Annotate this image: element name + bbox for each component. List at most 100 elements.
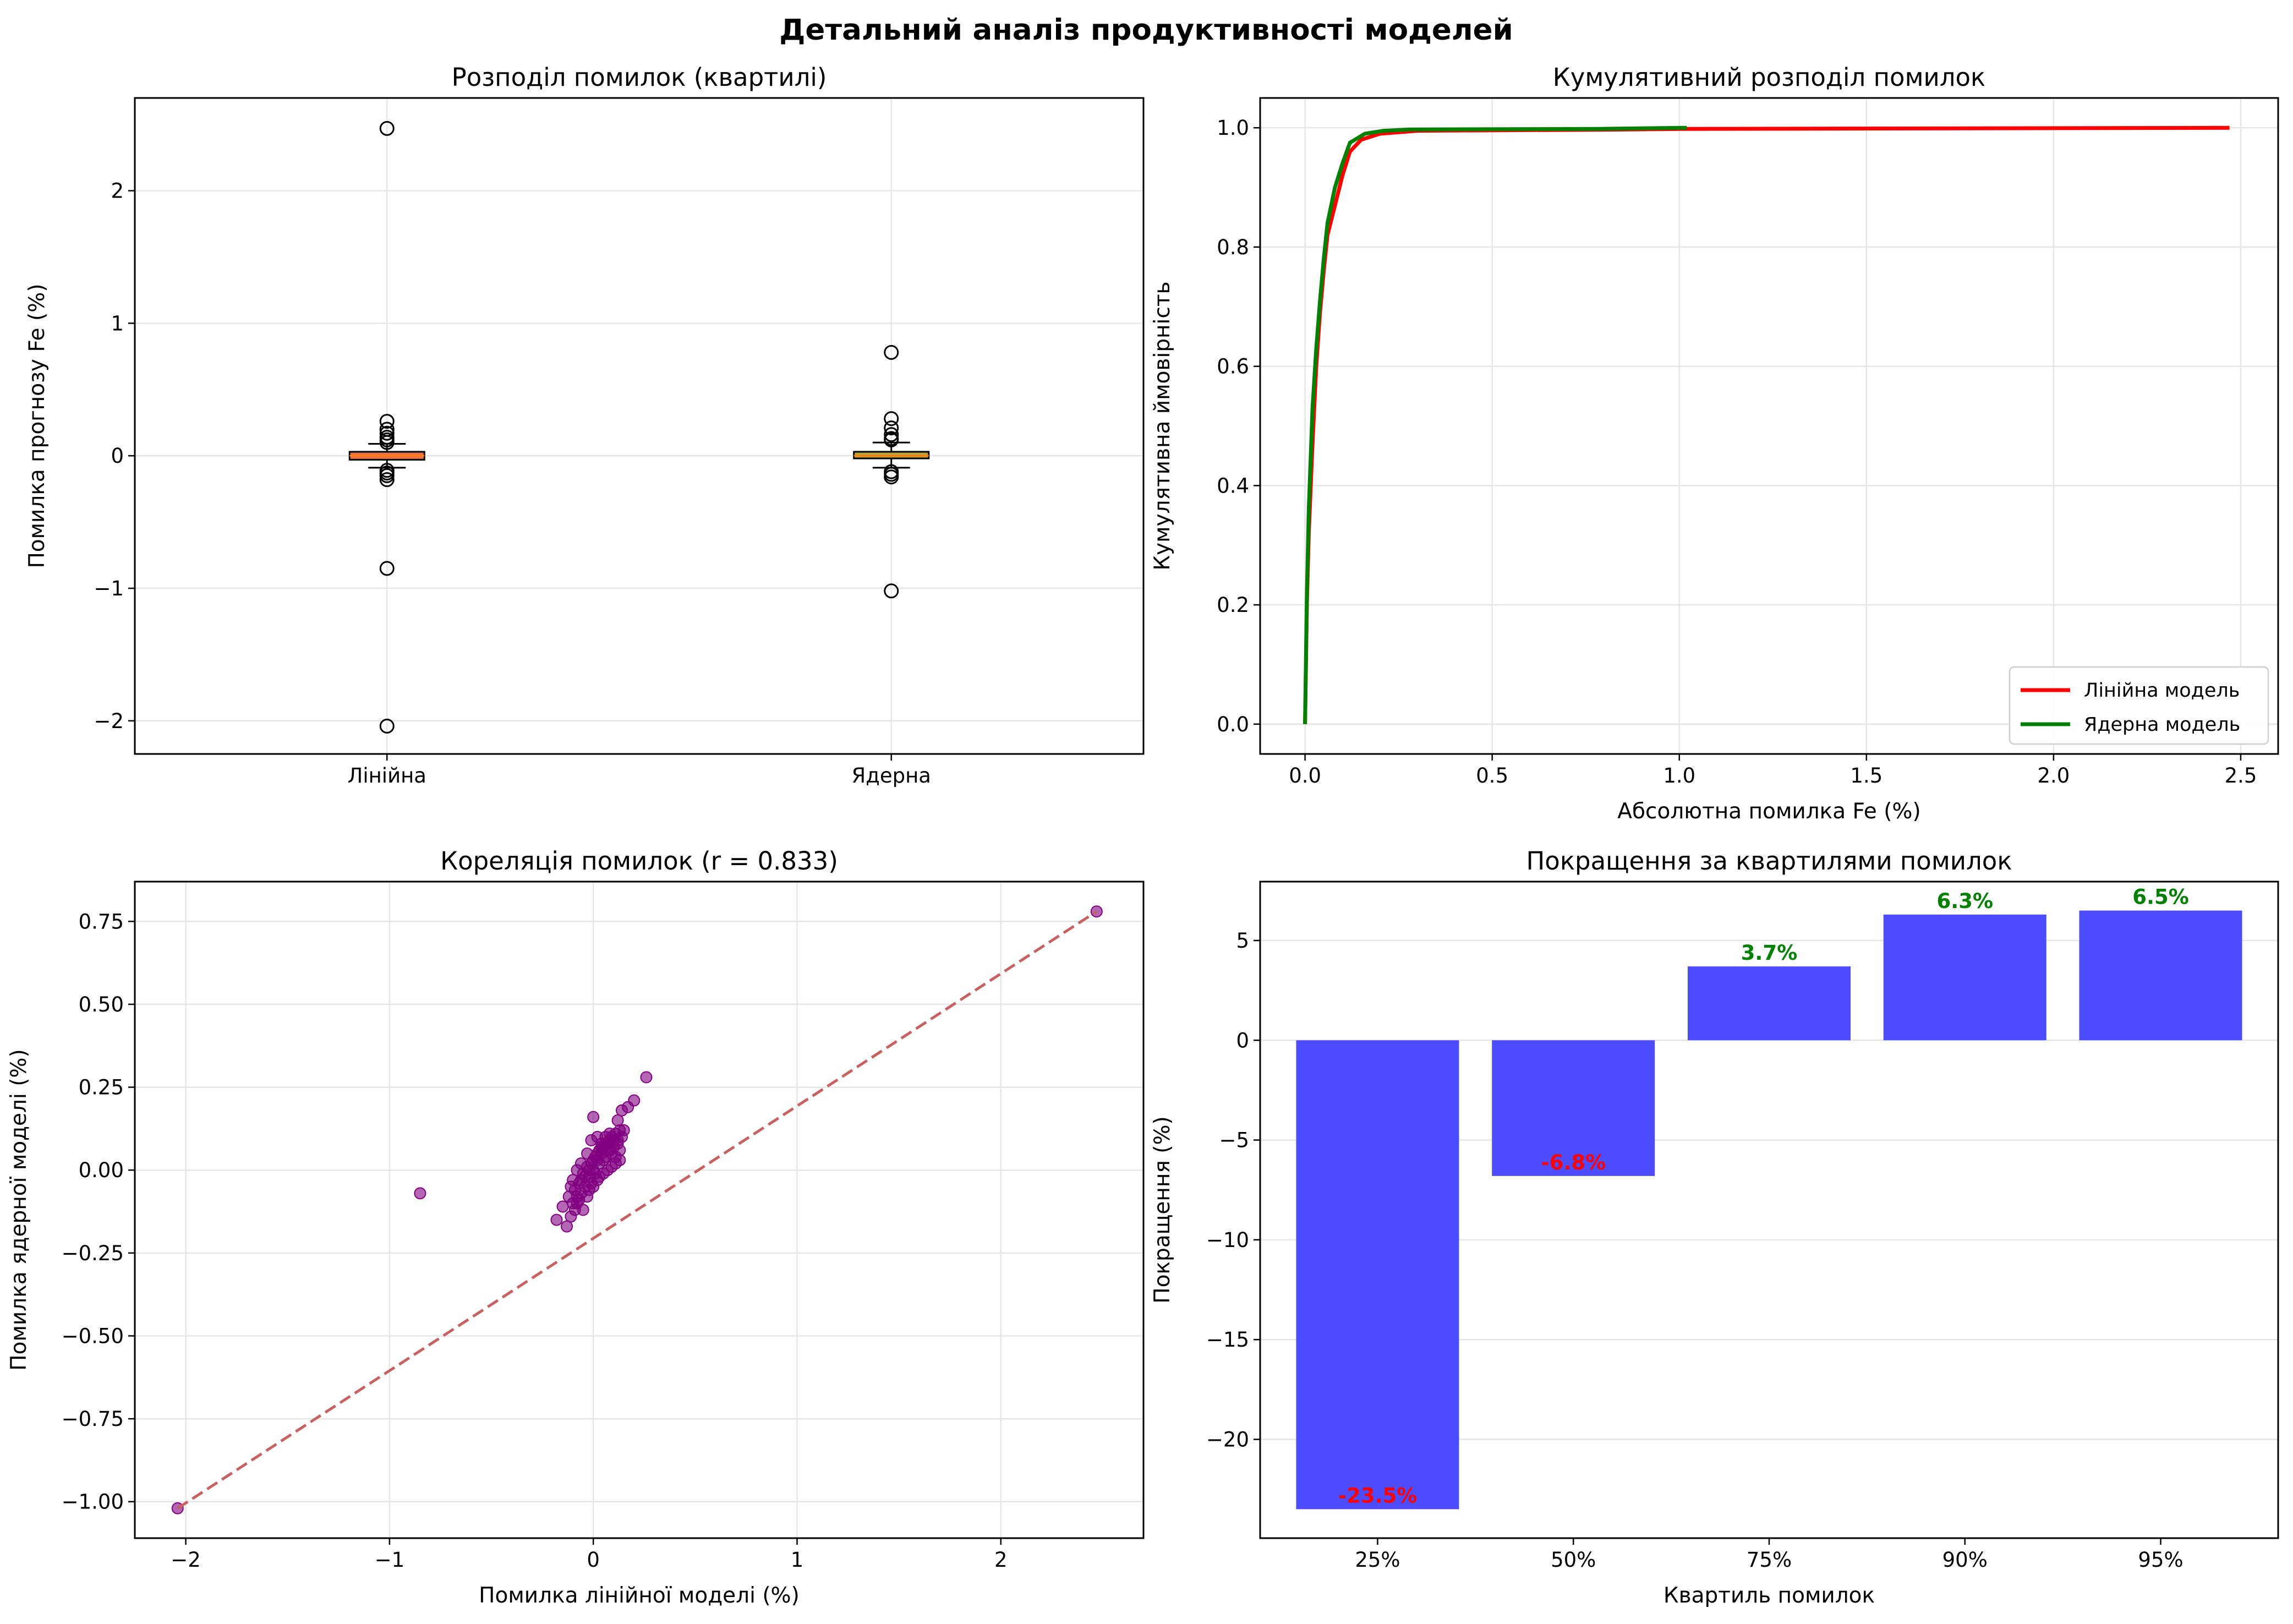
x-tick-label: −1 bbox=[375, 1548, 405, 1572]
scatter-point bbox=[568, 1204, 581, 1216]
x-tick-label: 0.5 bbox=[1476, 764, 1508, 788]
box-outlier-point bbox=[884, 345, 899, 360]
bar-value-label: 6.3% bbox=[1936, 889, 1993, 913]
scatter-point bbox=[616, 1104, 628, 1117]
y-tick-label: 0.00 bbox=[79, 1158, 124, 1182]
y-axis-label: Покращення (%) bbox=[1150, 1116, 1175, 1303]
x-tick-label: 95% bbox=[2138, 1548, 2183, 1572]
x-tick-label: 2.0 bbox=[2037, 764, 2070, 788]
box-outlier-point bbox=[379, 435, 395, 450]
x-axis-label: Квартиль помилок bbox=[1663, 1583, 1875, 1608]
scatter-point bbox=[614, 1154, 626, 1167]
y-tick-label: 0 bbox=[1236, 1029, 1249, 1052]
bar bbox=[1492, 1040, 1655, 1176]
scatter-point bbox=[550, 1213, 563, 1226]
x-tick-label: 75% bbox=[1747, 1548, 1792, 1572]
scatter-point bbox=[617, 1124, 630, 1136]
box-outlier-point bbox=[884, 420, 899, 436]
y-tick-label: 1 bbox=[111, 311, 124, 335]
panel-title: Розподіл помилок (квартилі) bbox=[452, 63, 827, 92]
scatter-point bbox=[640, 1071, 653, 1084]
box-outlier-point bbox=[884, 411, 899, 426]
y-tick-label: 0.6 bbox=[1217, 355, 1249, 379]
y-tick-label: −10 bbox=[1206, 1228, 1249, 1252]
cdf-series-line bbox=[1303, 125, 1687, 724]
bar-value-label: -6.8% bbox=[1541, 1151, 1606, 1174]
y-tick-label: −1 bbox=[94, 577, 124, 600]
box-outlier-point bbox=[379, 425, 395, 441]
scatter-point bbox=[587, 1111, 600, 1123]
x-tick-label: 50% bbox=[1551, 1548, 1596, 1572]
y-tick-label: 0 bbox=[111, 444, 124, 468]
x-tick-label: 25% bbox=[1355, 1548, 1400, 1572]
scatter-point bbox=[561, 1220, 573, 1233]
x-tick-label: 90% bbox=[1942, 1548, 1988, 1572]
x-tick-label: 1.0 bbox=[1663, 764, 1695, 788]
scatter-point bbox=[571, 1164, 583, 1177]
x-tick-label: Лінійна bbox=[348, 764, 426, 788]
y-axis-label: Помилка ядерної моделі (%) bbox=[7, 1049, 31, 1370]
scatter-point bbox=[556, 1200, 569, 1213]
axes-frame bbox=[1259, 97, 2279, 755]
box-outlier-point bbox=[884, 469, 899, 485]
y-tick-label: −15 bbox=[1206, 1328, 1249, 1352]
y-tick-label: 5 bbox=[1236, 929, 1249, 953]
y-tick-label: 0.75 bbox=[79, 910, 124, 933]
y-tick-label: −2 bbox=[94, 709, 124, 733]
y-tick-label: 2 bbox=[111, 179, 124, 203]
y-tick-label: −20 bbox=[1206, 1428, 1249, 1452]
bar bbox=[1688, 966, 1851, 1041]
y-axis-label: Кумулятивна ймовірність bbox=[1150, 281, 1175, 570]
box-plot-panel: Розподіл помилок (квартилі) Помилка прогн… bbox=[25, 63, 1145, 788]
axes-frame bbox=[134, 881, 1145, 1539]
box-outlier-point bbox=[379, 414, 395, 429]
scatter-point bbox=[573, 1194, 585, 1206]
y-tick-label: 0.2 bbox=[1217, 593, 1249, 617]
scatter-point bbox=[565, 1180, 577, 1193]
x-tick-label: 0.0 bbox=[1289, 764, 1321, 788]
box-outlier-point bbox=[379, 718, 395, 734]
scatter-point bbox=[591, 1174, 604, 1186]
bar-value-label: 6.5% bbox=[2132, 885, 2189, 909]
box-outlier-point bbox=[884, 583, 899, 599]
legend-label: Лінійна модель bbox=[2084, 680, 2240, 702]
bar-value-label: -23.5% bbox=[1338, 1484, 1418, 1507]
x-axis-label: Абсолютна помилка Fe (%) bbox=[1617, 799, 1920, 824]
y-tick-label: 0.4 bbox=[1217, 474, 1249, 497]
x-tick-label: 2.5 bbox=[2225, 764, 2257, 788]
bar bbox=[1296, 1040, 1459, 1510]
legend-box bbox=[2009, 666, 2269, 745]
box-outlier-point bbox=[379, 468, 395, 483]
y-tick-label: 1.0 bbox=[1217, 116, 1249, 140]
y-tick-label: 0.50 bbox=[79, 993, 124, 1016]
y-tick-label: 0.0 bbox=[1217, 713, 1249, 736]
bar bbox=[2079, 910, 2242, 1041]
legend-label: Ядерна модель bbox=[2084, 714, 2240, 736]
bar bbox=[1883, 914, 2046, 1041]
panel-title: Кореляція помилок (r = 0.833) bbox=[440, 846, 838, 876]
y-axis-label: Помилка прогнозу Fe (%) bbox=[25, 283, 50, 568]
box-outlier-point bbox=[884, 427, 899, 442]
x-tick-label: Ядерна bbox=[852, 764, 931, 788]
bar-chart-panel: Покращення за квартилями помилок Квартиль… bbox=[1150, 846, 2279, 1608]
panel-title: Покращення за квартилями помилок bbox=[1526, 846, 2012, 876]
y-tick-label: 0.8 bbox=[1217, 236, 1249, 259]
scatter-point bbox=[603, 1127, 616, 1140]
y-tick-label: −1.00 bbox=[62, 1490, 124, 1514]
x-tick-label: −2 bbox=[171, 1548, 201, 1572]
scatter-point bbox=[414, 1187, 426, 1200]
scatter-point bbox=[611, 1137, 624, 1150]
x-tick-label: 0 bbox=[587, 1548, 600, 1572]
cdf-series-line bbox=[1303, 125, 2230, 724]
box-outlier-point bbox=[379, 121, 395, 136]
box-outlier-point bbox=[379, 561, 395, 576]
x-tick-label: 2 bbox=[994, 1548, 1008, 1572]
legend: Лінійна модель Ядерна модель bbox=[2009, 666, 2269, 745]
y-tick-label: −0.50 bbox=[62, 1324, 124, 1348]
axes-frame bbox=[134, 97, 1145, 755]
scatter-point bbox=[611, 1114, 624, 1127]
panel-title: Кумулятивний розподіл помилок bbox=[1553, 63, 1985, 92]
x-tick-label: 1 bbox=[791, 1548, 804, 1572]
y-tick-label: 0.25 bbox=[79, 1076, 124, 1100]
